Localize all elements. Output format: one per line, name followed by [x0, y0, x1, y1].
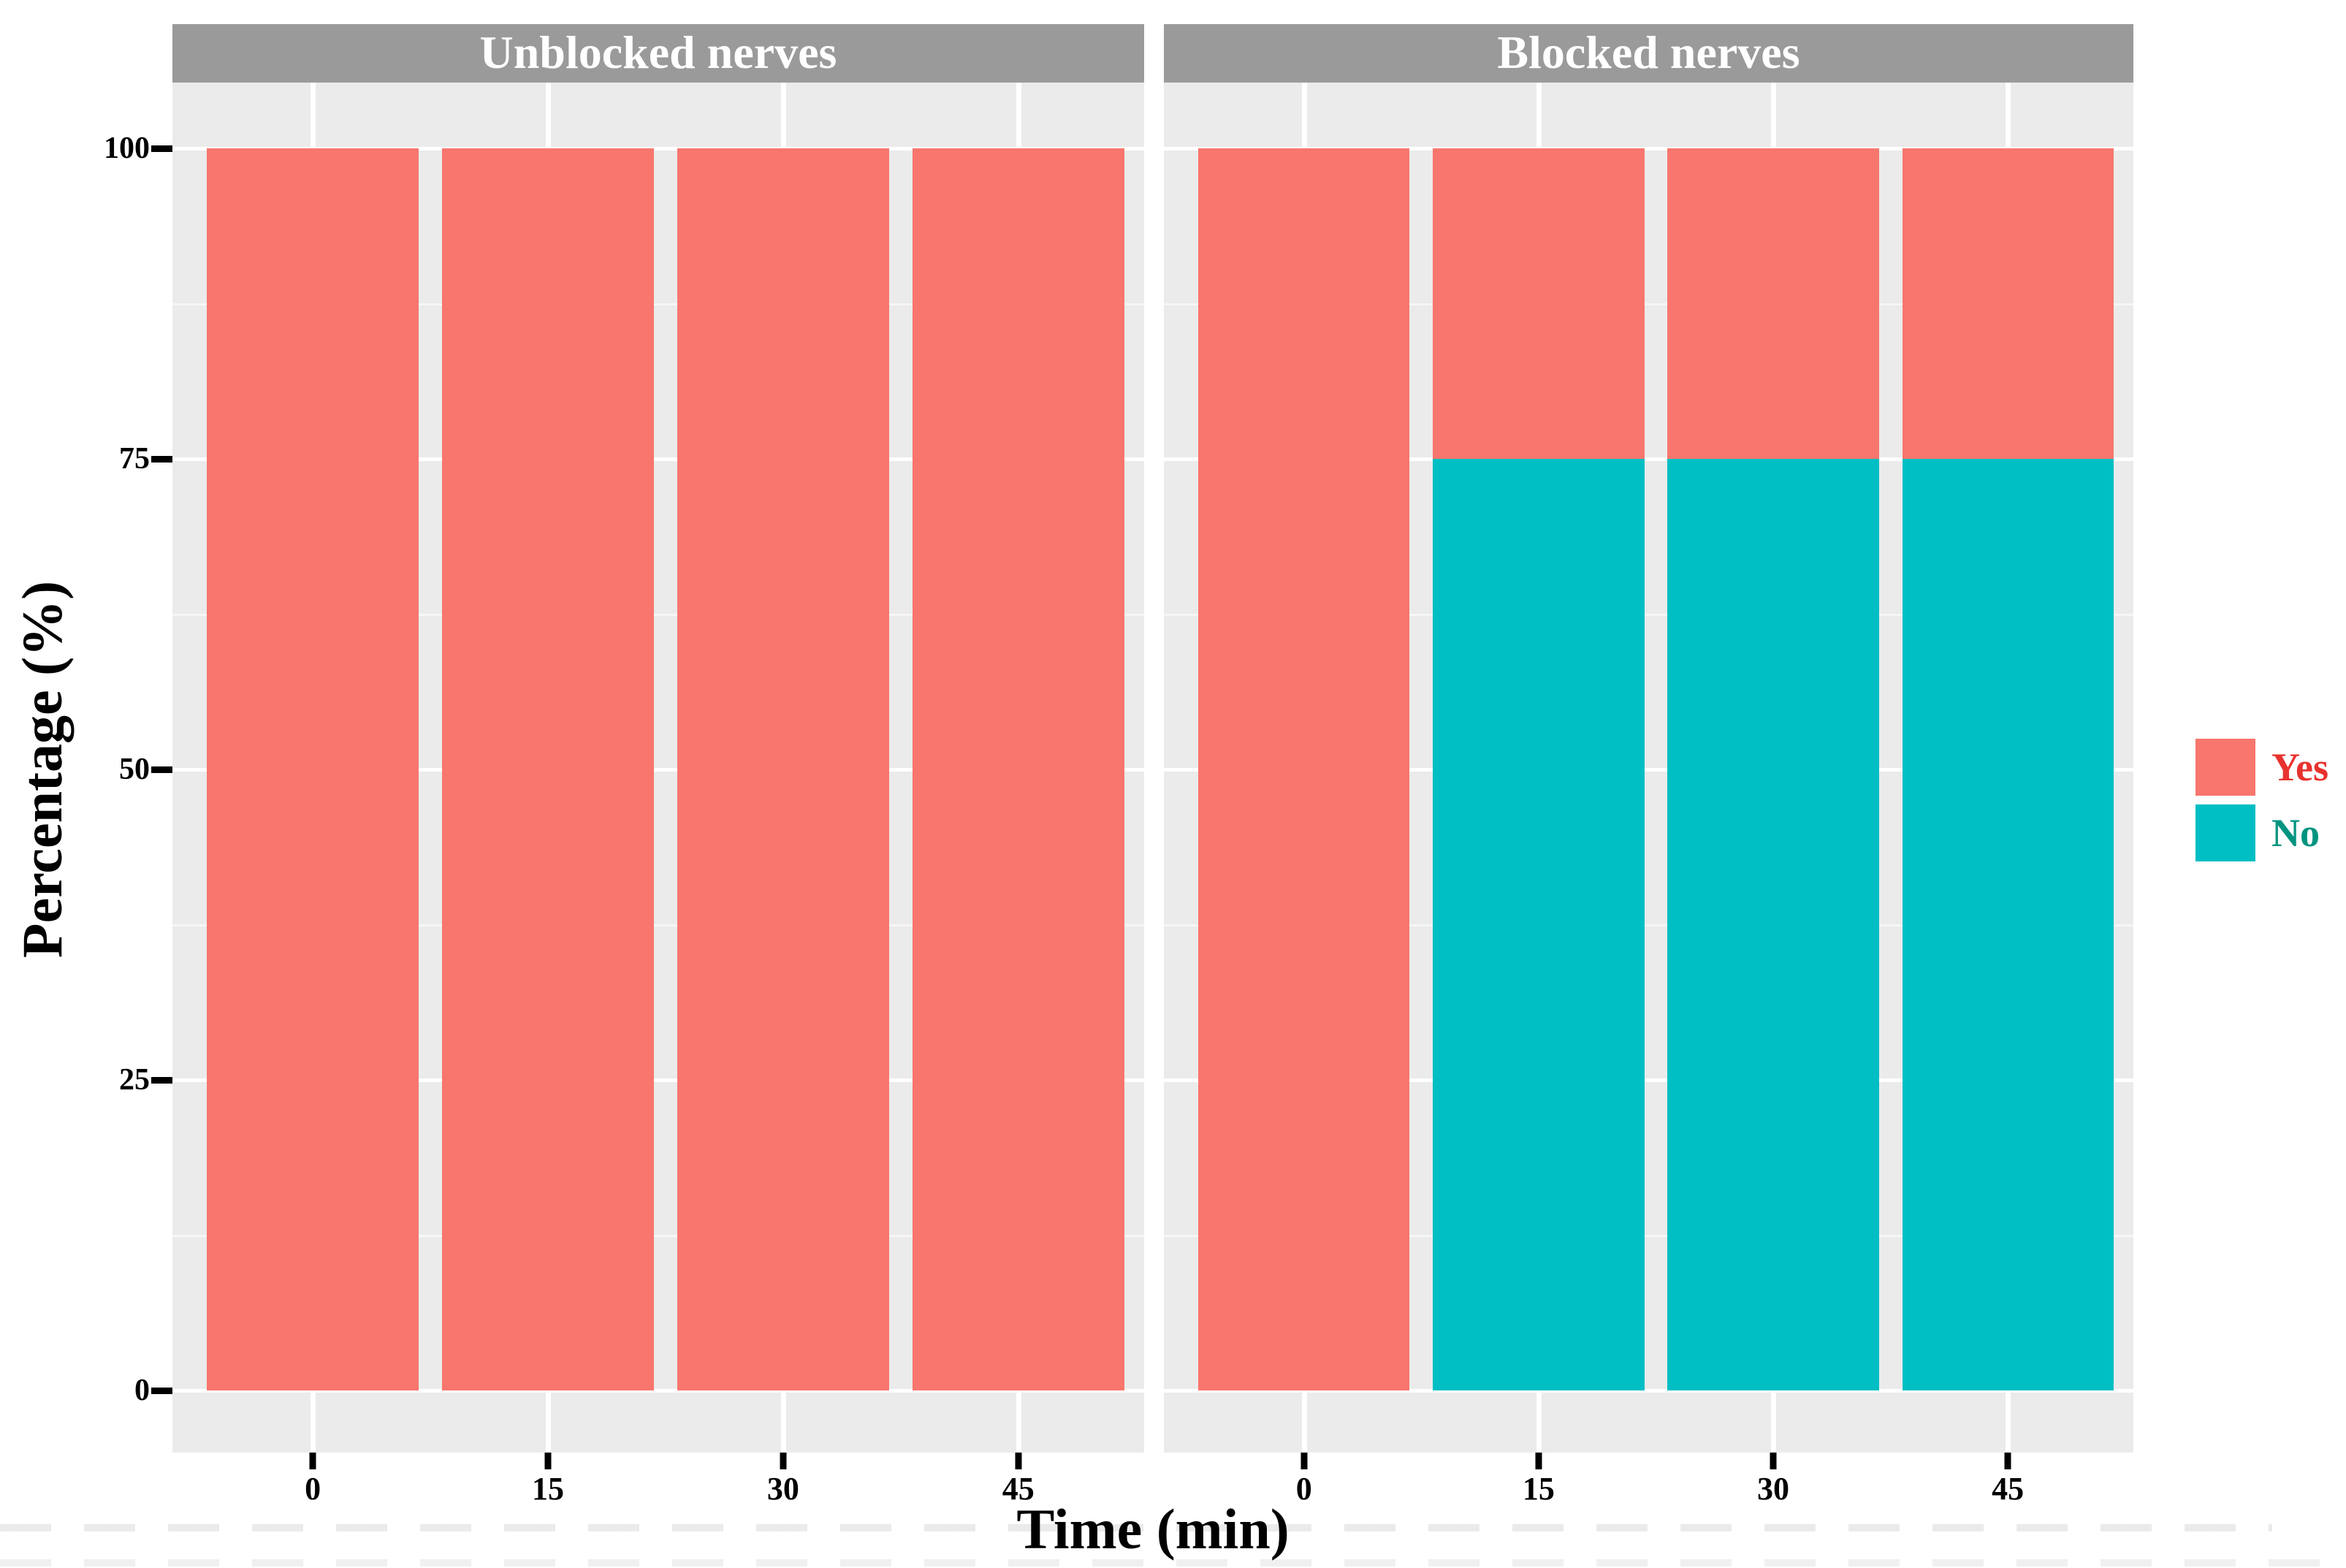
x-tick-mark [1535, 1453, 1542, 1469]
y-tick-label: 100 [104, 132, 150, 165]
gridline-minor [1164, 302, 2133, 305]
legend-key-no [2195, 804, 2255, 861]
legend-label-no: No [2271, 810, 2320, 855]
y-tick-mark [151, 145, 173, 152]
bar-45min [912, 148, 1124, 1390]
gridline-major [1164, 147, 2133, 151]
y-tick-label: 75 [119, 442, 150, 476]
x-tick-label: 45 [1992, 1471, 2025, 1507]
bar-segment-yes [207, 148, 419, 1390]
gridline-major [172, 1389, 1144, 1393]
gridline-minor [172, 924, 1144, 926]
gridline-minor [1164, 924, 2133, 926]
x-axis-title: Time (min) [1016, 1497, 1290, 1561]
x-tick-mark [1300, 1453, 1308, 1469]
y-tick-label: 0 [134, 1374, 150, 1407]
x-tick-label: 30 [766, 1471, 799, 1507]
bar-segment-yes [1667, 148, 1879, 459]
legend-label-yes: Yes [2271, 745, 2328, 789]
gridline-major [172, 457, 1144, 461]
gridline-major [1164, 457, 2133, 461]
bar-segment-yes [912, 148, 1124, 1390]
x-tick-label: 15 [1522, 1471, 1555, 1507]
legend: Yes No [2195, 737, 2328, 868]
bar-segment-no [1433, 459, 1645, 1390]
x-tick-label: 0 [1295, 1471, 1312, 1507]
scan-artifact-line [0, 1524, 2272, 1531]
x-axis-ticks: 0 15 30 45 [172, 1453, 1144, 1548]
bar-segment-yes [1433, 148, 1645, 459]
gridline-major [172, 768, 1144, 772]
gridline-minor [172, 1234, 1144, 1237]
bar-45min [1902, 148, 2114, 1390]
gridline-major [1164, 1389, 2133, 1393]
x-tick-mark [2004, 1453, 2011, 1469]
bar-0min [1198, 148, 1410, 1390]
y-tick-mark [151, 1388, 173, 1394]
bar-segment-no [1902, 459, 2114, 1390]
gridline-major [1164, 768, 2133, 772]
facet-strip-label: Blocked nerves [1164, 24, 2133, 83]
x-tick-mark [1015, 1453, 1022, 1469]
gridline-minor [172, 302, 1144, 305]
bar-segment-no [1667, 459, 1879, 1390]
bar-30min [677, 148, 889, 1390]
legend-entry-no: No [2195, 802, 2328, 863]
gridline-minor [172, 613, 1144, 616]
gridline-major [172, 1078, 1144, 1082]
gridline-minor [1164, 613, 2133, 616]
bar-15min [1433, 148, 1645, 1390]
x-tick-mark [1770, 1453, 1777, 1469]
x-tick-mark [544, 1453, 552, 1469]
plot-panel [1164, 83, 2133, 1453]
x-tick-label: 45 [1002, 1471, 1035, 1507]
gridline-major [172, 147, 1144, 151]
legend-entry-yes: Yes [2195, 737, 2328, 797]
bar-segment-yes [1198, 148, 1410, 1390]
gridline-minor [1164, 1234, 2133, 1237]
x-tick-mark [780, 1453, 787, 1469]
bar-15min [442, 148, 654, 1390]
facet-strip-label: Unblocked nerves [172, 24, 1144, 83]
legend-key-yes [2195, 738, 2255, 796]
bar-30min [1667, 148, 1879, 1390]
bar-segment-yes [442, 148, 654, 1390]
bar-segment-yes [1902, 148, 2114, 459]
facet-unblocked-nerves: Unblocked nerves 0 15 30 45 [172, 24, 1144, 1548]
plot-panel [172, 83, 1144, 1453]
x-tick-mark [309, 1453, 316, 1469]
x-tick-label: 0 [305, 1471, 321, 1507]
x-axis-ticks: 0 15 30 45 [1164, 1453, 2133, 1548]
bar-segment-yes [677, 148, 889, 1390]
y-tick-mark [151, 1077, 173, 1084]
y-tick-mark [151, 456, 173, 463]
x-tick-label: 30 [1757, 1471, 1790, 1507]
scan-artifact-line [0, 1559, 2346, 1567]
gridline-major [1164, 1078, 2133, 1082]
bar-0min [207, 148, 419, 1390]
y-tick-label: 25 [119, 1063, 150, 1097]
facet-blocked-nerves: Blocked nerves 0 15 30 45 [1164, 24, 2133, 1548]
y-tick-label: 50 [119, 753, 150, 786]
x-tick-label: 15 [532, 1471, 565, 1507]
y-tick-mark [151, 766, 173, 773]
